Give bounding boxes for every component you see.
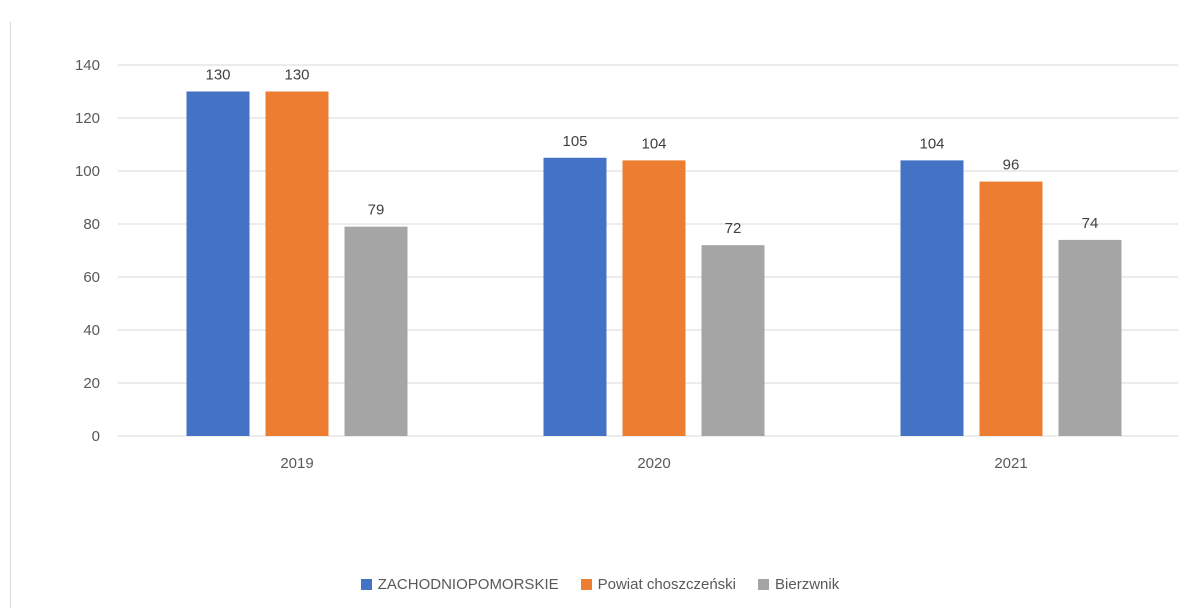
y-tick-label: 120 <box>75 110 100 127</box>
legend-label: Bierzwnik <box>775 575 840 593</box>
legend-label: ZACHODNIOPOMORSKIE <box>377 575 559 593</box>
bar-chart: 0 20 40 60 80 100 120 140 130 130 79 105 104 72 104 96… <box>75 57 1178 472</box>
y-tick-label: 60 <box>83 269 100 286</box>
data-label: 72 <box>725 220 742 237</box>
legend-item: Powiat choszczeński <box>580 575 737 593</box>
bar <box>186 91 250 436</box>
bars <box>186 91 1122 436</box>
y-tick-label: 140 <box>75 57 100 74</box>
bar <box>344 226 408 436</box>
data-label: 104 <box>641 135 666 152</box>
y-tick-label: 100 <box>75 163 100 180</box>
data-label: 96 <box>1003 157 1020 174</box>
x-tick-label: 2019 <box>280 455 313 472</box>
y-tick-label: 20 <box>83 375 100 392</box>
legend-label: Powiat choszczeński <box>597 575 737 593</box>
legend-item: ZACHODNIOPOMORSKIE <box>360 575 559 593</box>
chart-border <box>10 22 11 608</box>
legend-swatch <box>580 578 592 590</box>
legend: ZACHODNIOPOMORSKIE Powiat choszczeński Bie… <box>0 574 1200 594</box>
legend-swatch <box>758 578 770 590</box>
bar <box>1058 239 1122 436</box>
bar <box>701 245 765 436</box>
data-label: 105 <box>562 133 587 150</box>
bar <box>543 157 607 436</box>
x-axis-ticks: 2019 2020 2021 <box>280 455 1027 472</box>
data-label: 74 <box>1082 215 1099 232</box>
y-tick-label: 40 <box>83 322 100 339</box>
data-label: 130 <box>284 67 309 84</box>
bar <box>622 160 686 436</box>
x-tick-label: 2021 <box>994 455 1027 472</box>
bar <box>265 91 329 436</box>
data-labels: 130 130 79 105 104 72 104 96 74 <box>205 67 1098 238</box>
data-label: 79 <box>368 202 385 219</box>
y-axis-ticks: 0 20 40 60 80 100 120 140 <box>75 57 100 445</box>
data-label: 104 <box>919 135 944 152</box>
legend-item: Bierzwnik <box>758 576 839 593</box>
y-tick-label: 0 <box>92 428 100 445</box>
data-label: 130 <box>205 67 230 84</box>
legend-swatch <box>360 578 372 590</box>
y-tick-label: 80 <box>83 216 100 233</box>
bar <box>979 181 1043 436</box>
x-tick-label: 2020 <box>637 455 670 472</box>
bar <box>900 160 964 436</box>
